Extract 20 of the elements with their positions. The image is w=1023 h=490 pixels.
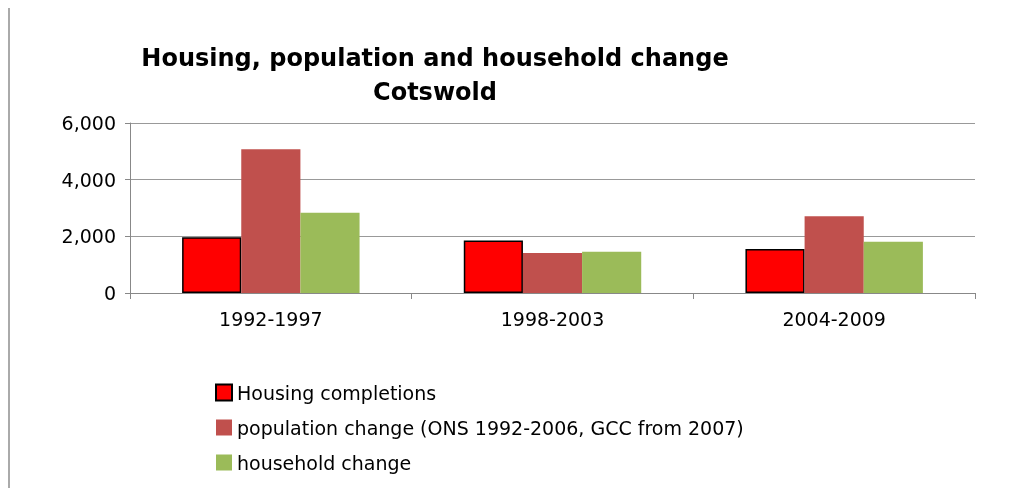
legend-label: household change xyxy=(237,451,412,474)
x-tick-label: 1992-1997 xyxy=(219,307,323,330)
legend-label: population change (ONS 1992-2006, GCC from 2007) xyxy=(237,416,744,439)
bar xyxy=(804,216,864,293)
x-tick-label: 1998-2003 xyxy=(500,307,605,330)
bar xyxy=(241,149,301,293)
bar xyxy=(522,253,583,293)
y-tick-label: 4,000 xyxy=(61,168,116,191)
bar xyxy=(863,241,923,293)
x-tick-label: 2004-2009 xyxy=(782,307,886,330)
y-tick-label: 0 xyxy=(103,282,116,304)
chart-title: Housing, population and household change Cotswold xyxy=(141,44,729,106)
bar xyxy=(582,251,642,293)
bar xyxy=(300,212,360,293)
bar xyxy=(745,249,805,293)
bar xyxy=(182,237,242,293)
bar xyxy=(463,240,523,293)
y-tick-label: 2,000 xyxy=(61,225,116,248)
legend-label: Housing completions xyxy=(237,381,437,404)
y-tick-label: 6,000 xyxy=(61,112,116,134)
